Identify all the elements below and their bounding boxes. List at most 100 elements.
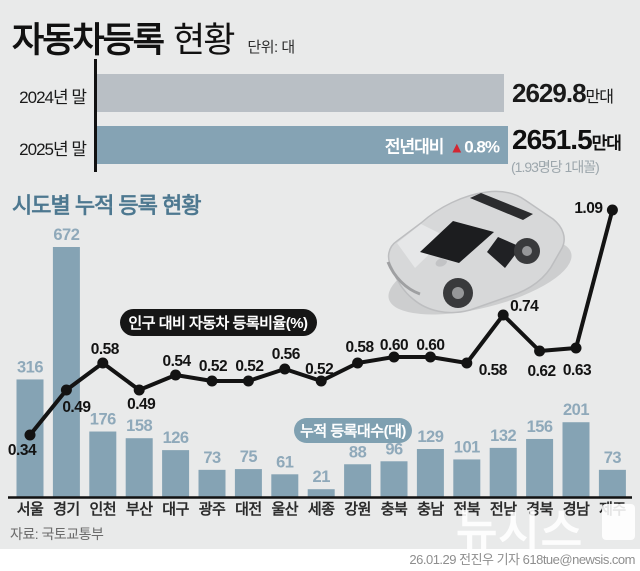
byline: 26.01.29 전진우 기자 618tue@newsis.com (409, 552, 635, 567)
svg-text:129: 129 (417, 428, 443, 446)
ratio-dot (315, 375, 327, 387)
yoy-change-label: 전년대비 ▲0.8% (384, 133, 500, 158)
svg-text:0.60: 0.60 (416, 337, 444, 354)
credit-strip: 26.01.29 전진우 기자 618tue@newsis.com (0, 549, 640, 571)
svg-text:0.62: 0.62 (528, 363, 556, 380)
ratio-dot (170, 369, 182, 381)
ratio-dot (279, 363, 291, 375)
svg-text:세종: 세종 (308, 501, 335, 518)
up-arrow-icon: ▲ (449, 139, 464, 157)
ratio-dot (24, 429, 36, 441)
region-bar (89, 431, 117, 497)
ratio-dot (424, 351, 436, 363)
region-bar (307, 489, 335, 497)
region-bar (198, 469, 226, 497)
svg-text:0.54: 0.54 (163, 353, 192, 370)
svg-text:전남: 전남 (490, 501, 517, 518)
summary-value-2024: 2629.8만대 (512, 78, 614, 109)
svg-text:충남: 충남 (417, 501, 444, 518)
region-bar (416, 449, 444, 497)
svg-text:176: 176 (90, 411, 116, 429)
region-bar (234, 469, 262, 497)
svg-text:충북: 충북 (381, 501, 408, 518)
svg-text:0.63: 0.63 (563, 362, 592, 379)
ratio-dot (60, 384, 72, 396)
svg-text:73: 73 (203, 449, 221, 467)
summary-label-2025: 2025년 말 (19, 140, 87, 159)
svg-text:101: 101 (454, 438, 480, 456)
svg-text:경남: 경남 (563, 500, 590, 518)
svg-text:0.52: 0.52 (199, 358, 227, 375)
svg-text:0.49: 0.49 (127, 396, 156, 413)
line-series-badge (120, 309, 317, 336)
region-bar (380, 461, 408, 497)
svg-text:경북: 경북 (526, 500, 553, 518)
svg-text:인천: 인천 (89, 500, 116, 518)
per-capita-note: (1.93명당 1대꼴) (511, 159, 600, 175)
title-light: 현황 (173, 21, 235, 60)
ratio-dot (606, 204, 618, 216)
svg-text:201: 201 (563, 401, 589, 419)
svg-text:156: 156 (527, 418, 553, 436)
svg-text:0.49: 0.49 (62, 399, 91, 416)
svg-text:인구 대비 자동차 등록비율(%): 인구 대비 자동차 등록비율(%) (128, 314, 308, 332)
source-note: 자료: 국토교통부 (10, 526, 104, 542)
svg-text:0.58: 0.58 (346, 339, 375, 356)
car-illustration (386, 190, 572, 315)
ratio-dot (97, 357, 109, 369)
region-bar (562, 422, 590, 497)
ratio-dot (388, 351, 400, 363)
svg-text:75: 75 (240, 448, 258, 466)
summary-label-2024: 2024년 말 (19, 88, 87, 107)
ratio-dot (352, 357, 364, 369)
ratio-dot (133, 384, 145, 396)
svg-text:316: 316 (17, 358, 43, 376)
svg-text:울산: 울산 (271, 501, 298, 518)
region-bar (489, 447, 517, 497)
value-number: 2629.8 (512, 78, 587, 108)
svg-text:126: 126 (163, 429, 189, 447)
unit-label: 단위: 대 (247, 39, 295, 56)
region-bar (598, 469, 626, 497)
svg-text:경기: 경기 (53, 500, 80, 518)
ratio-dot (461, 357, 473, 369)
svg-text:0.34: 0.34 (8, 442, 37, 459)
page-title: 자동차등록 현황 단위: 대 (12, 12, 295, 63)
yoy-text: 전년대비 (384, 137, 445, 157)
region-bar (52, 247, 80, 497)
svg-text:0.52: 0.52 (305, 361, 333, 378)
region-bar (526, 438, 554, 497)
region-bar (344, 464, 372, 497)
svg-text:96: 96 (385, 440, 403, 458)
section-title: 시도별 누적 등록 현황 (12, 193, 201, 218)
value-unit: 만대 (591, 134, 622, 153)
svg-text:61: 61 (276, 453, 294, 471)
svg-text:132: 132 (490, 427, 516, 445)
svg-text:전북: 전북 (453, 501, 480, 518)
region-bar (271, 474, 299, 497)
newsis-watermark: 뉴시스 (456, 505, 584, 556)
region-bar (453, 459, 481, 497)
title-strong: 자동차등록 (12, 21, 165, 60)
svg-text:73: 73 (604, 449, 622, 467)
svg-text:0.52: 0.52 (235, 358, 263, 375)
svg-text:강원: 강원 (344, 500, 371, 518)
svg-text:부산: 부산 (126, 501, 153, 518)
regional-combo-chart: 316 672 176 158 126 73 75 61 21 88 96 129 101 132 156 2… (8, 190, 632, 518)
region-bar (125, 438, 153, 497)
summary-value-2025: 2651.5만대 (512, 124, 622, 156)
svg-text:서울: 서울 (17, 501, 44, 518)
svg-text:대구: 대구 (162, 501, 189, 518)
bar-series-badge (294, 418, 412, 443)
value-unit: 만대 (585, 89, 614, 106)
yoy-percent: 0.8% (464, 137, 500, 157)
svg-text:88: 88 (349, 443, 367, 461)
svg-text:0.60: 0.60 (380, 337, 408, 354)
region-bar (162, 450, 190, 497)
value-number: 2651.5 (512, 124, 593, 155)
ratio-dot (242, 375, 254, 387)
svg-text:광주: 광주 (199, 500, 226, 518)
svg-text:0.74: 0.74 (510, 298, 539, 315)
summary-bar-2025: 전년대비 ▲0.8% (97, 126, 508, 164)
